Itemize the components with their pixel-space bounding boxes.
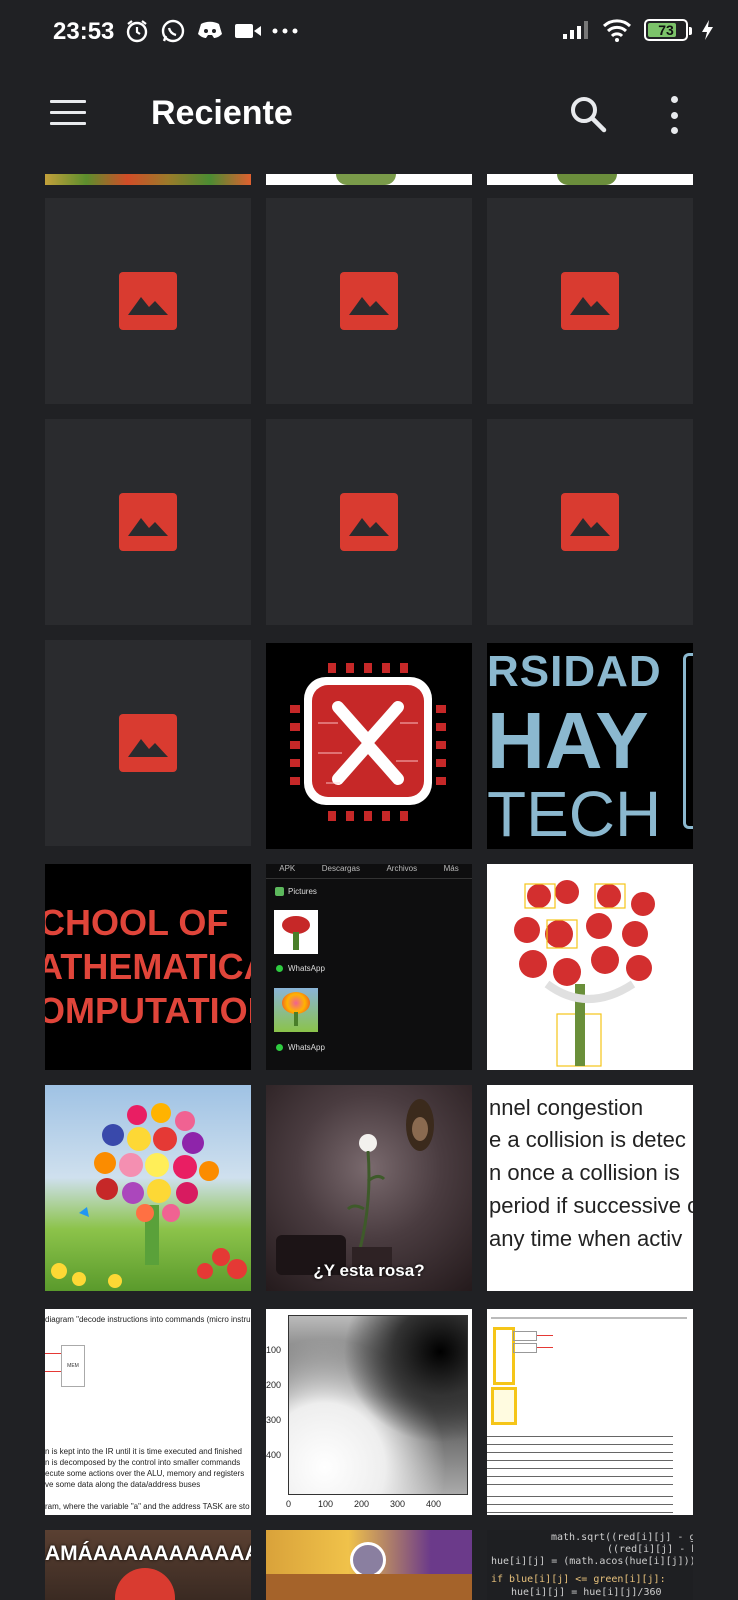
x-tick: 200 [354,1499,370,1509]
x-tick: 0 [286,1499,292,1509]
code-line: ((red[i][j] - blue [607,1544,693,1555]
plot-area [288,1315,468,1495]
thumbnail-file-manager[interactable]: APK Descargas Archivos Más Pictures What… [266,864,472,1070]
thumbnail-gradient-plot[interactable]: 100 200 300 400 0 100 200 300 400 [266,1309,472,1515]
thumbnail-code[interactable]: math.sqrt((red[i][j] - gree ((red[i][j] … [487,1530,693,1600]
flower-tree-image [51,1103,247,1288]
tab-mas: Más [443,864,459,873]
image-placeholder-icon [340,272,398,330]
text-line: n is decomposed by the control into smal… [45,1458,241,1467]
code-line: hue[i][j] = hue[i][j]/360 [511,1587,662,1598]
x-tick: 300 [390,1499,406,1509]
y-tick: 100 [266,1345,282,1355]
rose-scene-image [276,1099,434,1277]
text-line: n once a collision is [489,1160,680,1185]
tab-archivos: Archivos [386,864,418,873]
whatsapp-icon [161,19,185,43]
folder-label: WhatsApp [288,1043,325,1052]
thumbnail-placeholder[interactable] [45,419,251,625]
thumbnail-school-text[interactable]: CHOOL OF ATHEMATICA OMPUTATION [45,864,251,1070]
status-right-icons: 73 [562,18,714,42]
thumbnail-partial[interactable] [266,174,472,185]
status-left-icons [124,18,298,44]
thumbnail-decode-notes[interactable]: diagram "decode instructions into comman… [45,1309,251,1515]
y-tick: 200 [266,1380,282,1390]
image-placeholder-icon [119,272,177,330]
text-line: ATHEMATICA [45,946,251,987]
text-line: TECH [487,778,662,849]
tab-descargas: Descargas [321,864,360,873]
x-tick: 400 [426,1499,442,1509]
thumbnail-partial[interactable] [45,174,251,185]
meme-caption: ¿Y esta rosa? [313,1261,425,1280]
text-line: ve some data along the data/address buse… [45,1480,201,1489]
battery-icon: 73 [644,19,692,41]
thumbnail-flower-tree[interactable] [45,1085,251,1291]
image-placeholder-icon [340,493,398,551]
text-line: diagram "decode instructions into comman… [45,1315,251,1324]
overflow-icon[interactable] [662,96,686,134]
search-icon[interactable] [568,94,608,134]
battery-level: 73 [658,22,674,38]
signal-icon [563,21,588,39]
text-line: HAY [487,696,649,785]
thumbnail-chip-logo[interactable] [266,643,472,849]
text-line: OMPUTATION [45,990,251,1031]
thumbnail-placeholder[interactable] [487,419,693,625]
video-icon [235,24,261,38]
app-bar: Reciente [0,66,738,162]
text-line: e a collision is detec [489,1127,686,1152]
folder-label: WhatsApp [288,964,325,973]
status-bar: 23:53 73 [0,0,738,66]
thumbnail-rose-meme[interactable]: ¿Y esta rosa? [266,1085,472,1291]
image-placeholder-icon [119,714,177,772]
discord-icon [198,21,222,38]
code-line: if blue[i][j] <= green[i][j]: [491,1574,666,1585]
text-line: any time when activ [489,1226,683,1251]
thumbnail-cartoon[interactable] [266,1530,472,1600]
code-line: math.sqrt((red[i][j] - gree [551,1532,693,1543]
thumbnail-rose-bouquet[interactable] [487,864,693,1070]
folder-label: Pictures [288,887,317,896]
wifi-icon [602,19,632,42]
code-line: hue[i][j] = (math.acos(hue[i][j]))*180/ [491,1556,693,1567]
menu-icon[interactable] [50,100,86,130]
text-line: RSIDAD [487,647,662,696]
alarm-icon [126,20,148,43]
thumbnail-meme-face[interactable]: AMÁAAAAAAAAAAAA [45,1530,251,1600]
image-placeholder-icon [561,272,619,330]
thumbnail-decode-diagram[interactable] [487,1309,693,1515]
thumbnail-partial[interactable] [487,174,693,185]
image-placeholder-icon [119,493,177,551]
text-line: ram, where the variable "a" and the addr… [45,1502,250,1511]
tab-apk: APK [279,864,296,873]
thumbnail-network-notes[interactable]: nnel congestion e a collision is detec n… [487,1085,693,1291]
y-tick: 300 [266,1415,282,1425]
thumbnail-placeholder[interactable] [45,640,251,846]
image-placeholder-icon [561,493,619,551]
charging-icon [702,20,713,40]
thumbnail-yachay-text[interactable]: RSIDAD HAY TECH [487,643,693,849]
text-line: nnel congestion [489,1095,644,1120]
x-tick: 100 [318,1499,334,1509]
page-title: Reciente [151,94,293,132]
thumbnail-placeholder[interactable] [266,419,472,625]
text-line: CHOOL OF [45,902,229,943]
text-line: ecute some actions over the ALU, memory … [45,1469,245,1478]
y-tick: 400 [266,1450,282,1460]
thumbnail-placeholder[interactable] [266,198,472,404]
thumbnail-placeholder[interactable] [45,198,251,404]
chip-logo-image [290,663,446,821]
rose-bouquet-image [514,880,655,1067]
status-time: 23:53 [53,18,115,45]
meme-text: AMÁAAAAAAAAAAAA [45,1542,251,1565]
more-dots-icon [272,28,298,34]
thumbnail-placeholder[interactable] [487,198,693,404]
text-line: period if successive c [489,1193,693,1218]
text-line: n is kept into the IR until it is time e… [45,1447,242,1456]
